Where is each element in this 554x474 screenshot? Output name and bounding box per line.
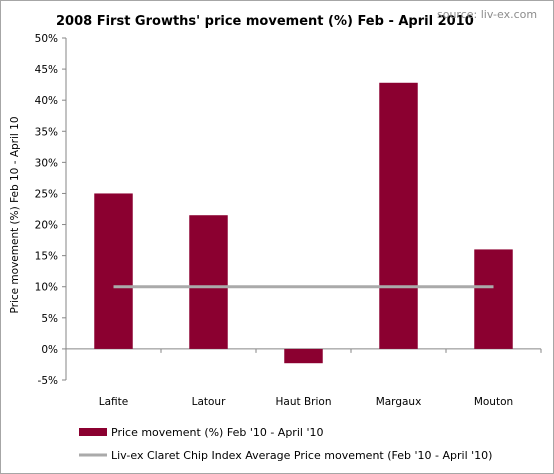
bar-lafite (94, 193, 133, 349)
chart-source: source: liv-ex.com (437, 8, 537, 21)
bar-latour (189, 215, 228, 349)
bar-margaux (379, 82, 418, 349)
y-tick-label: 0% (41, 344, 58, 356)
chart-title: 2008 First Growths' price movement (%) F… (56, 14, 474, 29)
plot-area: -5% 0% 5% 10% 15% 20% 25% 30% 35% 40% 45% 50% Lafite… (35, 33, 542, 408)
x-tick-label: Mouton (474, 396, 513, 408)
y-tick-label: 15% (35, 251, 58, 263)
y-tick-label: 20% (35, 220, 58, 232)
bar-mouton (474, 249, 513, 349)
y-tick-label: 45% (35, 64, 58, 76)
legend: Price movement (%) Feb '10 - April '10 Li… (79, 426, 492, 462)
bar-haut-brion (284, 348, 323, 364)
x-tick-label: Margaux (376, 396, 422, 408)
y-tick-label: 30% (35, 157, 58, 169)
legend-label-line: Liv-ex Claret Chip Index Average Price m… (111, 449, 492, 462)
y-axis-label: Price movement (%) Feb 10 - April 10 (9, 116, 21, 313)
y-tick-label: 40% (35, 95, 58, 107)
y-tick-label: -5% (38, 375, 58, 387)
x-tick-label: Latour (192, 396, 226, 408)
y-tick-label: 10% (35, 282, 58, 294)
x-tick-label: Haut Brion (276, 396, 332, 408)
y-tick-label: 35% (35, 126, 58, 138)
y-tick-label: 50% (35, 33, 58, 45)
legend-label-bar: Price movement (%) Feb '10 - April '10 (111, 426, 323, 439)
y-tick-label: 25% (35, 188, 58, 200)
x-tick-label: Lafite (99, 396, 128, 408)
legend-swatch-bar (79, 428, 107, 436)
y-tick-label: 5% (41, 313, 58, 325)
